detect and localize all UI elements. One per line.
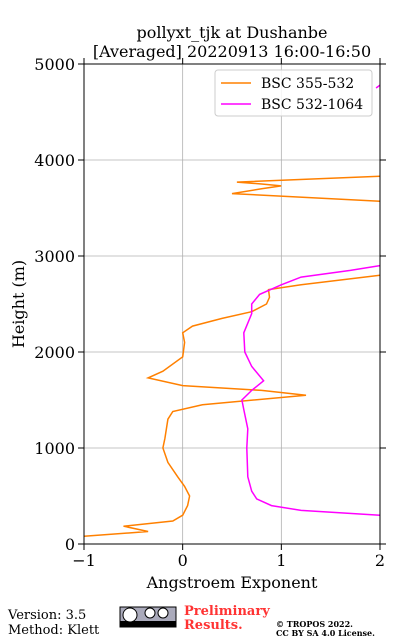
- results: Results.: [184, 618, 243, 633]
- x-tick-label: 0: [178, 551, 188, 570]
- x-tick-label: −1: [72, 551, 96, 570]
- x-tick-label: 2: [375, 551, 385, 570]
- chart-subtitle: [Averaged] 20220913 16:00-16:50: [93, 42, 371, 61]
- legend-label: BSC 532-1064: [261, 97, 363, 113]
- plot-frame: [83, 63, 381, 545]
- y-tick-label: 2000: [34, 343, 75, 362]
- x-axis-label: Angstroem Exponent: [146, 573, 318, 592]
- y-tick-label: 4000: [34, 151, 75, 170]
- method: Method: Klett: [8, 623, 100, 638]
- license: CC BY SA 4.0 License.: [276, 628, 375, 638]
- data-line: [241, 84, 380, 516]
- data-line: [84, 175, 380, 538]
- cc-badge: [119, 606, 177, 628]
- legend-box: [214, 69, 373, 117]
- y-tick-label: 1000: [34, 439, 75, 458]
- y-tick-label: 0: [65, 535, 75, 554]
- preliminary: Preliminary: [184, 604, 270, 619]
- copyright: © TROPOS 2022.: [276, 619, 353, 629]
- chart-title: pollyxt_tjk at Dushanbe: [136, 23, 327, 42]
- legend-label: BSC 355-532: [261, 76, 354, 92]
- y-tick-label: 3000: [34, 247, 75, 266]
- x-tick-label: 1: [276, 551, 286, 570]
- y-tick-label: 5000: [34, 55, 75, 74]
- y-axis-label: Height (m): [9, 260, 28, 348]
- version: Version: 3.5: [7, 608, 86, 623]
